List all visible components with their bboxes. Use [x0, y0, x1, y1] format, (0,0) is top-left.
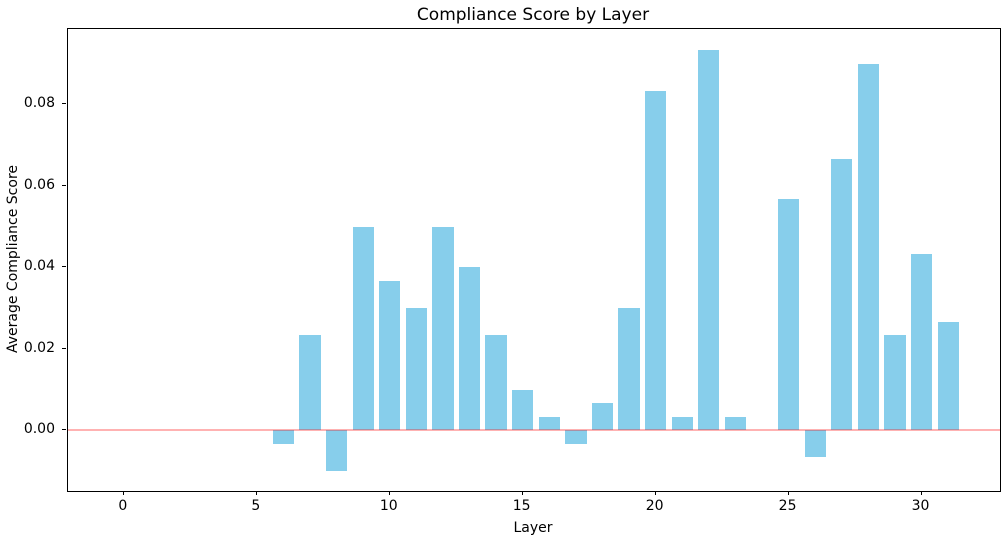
x-tick-label: 0 [118, 498, 128, 514]
bar-layer-30 [910, 253, 933, 431]
bar-layer-15 [512, 389, 534, 431]
bar-layer-16 [538, 416, 560, 431]
plot-area [67, 28, 1001, 492]
y-tick-mark [62, 347, 66, 349]
x-tick-label: 20 [645, 498, 664, 514]
x-tick-mark [787, 491, 789, 495]
bar-layer-11 [405, 308, 427, 431]
bar-layer-27 [831, 158, 853, 431]
zero-reference-line [68, 429, 1000, 432]
bar-layer-20 [645, 90, 667, 431]
x-tick-mark [388, 491, 390, 495]
x-tick-mark [255, 491, 257, 495]
bar-layer-10 [379, 280, 401, 431]
bar-layer-31 [937, 321, 959, 431]
bar-layer-28 [857, 63, 879, 431]
y-tick-mark [62, 103, 66, 105]
bar-layer-22 [698, 50, 720, 431]
bar-layer-29 [884, 335, 906, 431]
bar-layer-21 [671, 416, 693, 431]
bar-layer-14 [485, 335, 507, 431]
x-tick-mark [122, 491, 124, 495]
x-tick-label: 15 [512, 498, 531, 514]
bar-layer-18 [591, 403, 614, 431]
bar-layer-19 [618, 308, 640, 431]
bar-layer-7 [299, 335, 321, 431]
x-tick-label: 5 [251, 498, 261, 514]
x-tick-mark [920, 491, 922, 495]
bar-layer-23 [724, 416, 747, 431]
y-tick-mark [62, 184, 66, 186]
x-axis-label: Layer [513, 520, 553, 536]
y-tick-label: 0.02 [23, 339, 55, 356]
x-tick-label: 30 [911, 498, 930, 514]
y-tick-mark [62, 266, 66, 268]
bar-layer-6 [272, 430, 294, 444]
bar-layer-26 [804, 430, 826, 458]
bar-layer-9 [352, 226, 374, 431]
x-tick-mark [521, 491, 523, 495]
y-tick-mark [62, 429, 66, 431]
y-tick-label: 0.06 [23, 176, 55, 193]
bar-layer-25 [777, 199, 800, 431]
y-axis-label: Average Compliance Score [5, 164, 21, 354]
y-tick-label: 0.04 [23, 258, 55, 275]
bar-layer-12 [432, 226, 454, 431]
bar-layer-13 [458, 267, 481, 431]
bar-layer-17 [565, 430, 587, 444]
x-tick-mark [654, 491, 656, 495]
y-tick-label: 0.00 [23, 421, 55, 438]
x-tick-label: 10 [379, 498, 398, 514]
chart-title: Compliance Score by Layer [416, 5, 650, 25]
y-tick-label: 0.08 [23, 95, 55, 112]
x-tick-label: 25 [778, 498, 797, 514]
bar-layer-8 [325, 430, 348, 472]
